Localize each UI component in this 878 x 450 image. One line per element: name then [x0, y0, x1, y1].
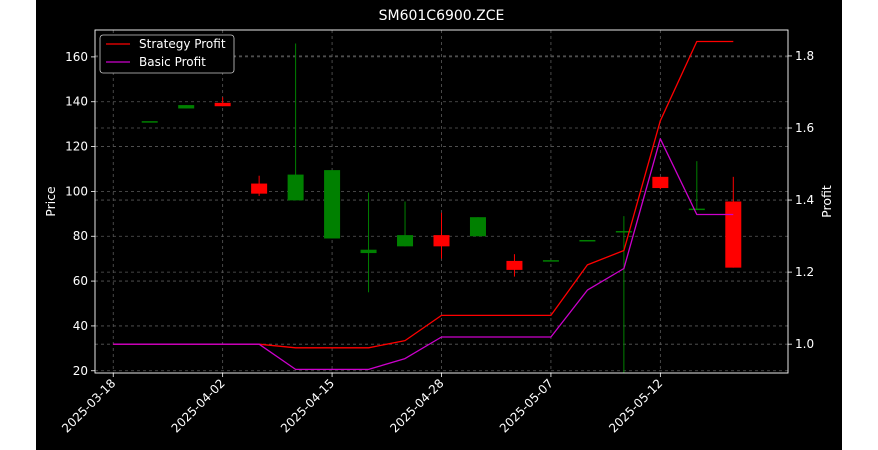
candle-body [141, 121, 158, 123]
legend-strategy-label: Strategy Profit [139, 37, 226, 51]
plot-area [95, 30, 788, 373]
candle-body [542, 260, 559, 262]
left-y-axis-ticks: 20 40 60 80 100 120 140 160 [65, 50, 95, 378]
left-tick-label: 80 [73, 229, 88, 243]
right-y-axis-ticks: 1.0 1.2 1.4 1.6 1.8 [788, 49, 814, 351]
candle-body [360, 249, 377, 254]
right-tick-label: 1.2 [795, 265, 814, 279]
legend-box [99, 34, 235, 74]
chart-title: SM601C6900.ZCE [379, 8, 505, 24]
left-y-axis-label: Price [43, 186, 58, 217]
candle-body [469, 217, 486, 237]
legend-basic-label: Basic Profit [139, 55, 206, 69]
candle-body [287, 174, 304, 201]
left-tick-label: 100 [65, 184, 88, 198]
basic-profit-line [113, 138, 734, 371]
left-tick-label: 160 [65, 50, 88, 64]
candle-body [433, 235, 450, 247]
candle-body [579, 239, 596, 242]
candle-body [324, 170, 341, 239]
right-tick-label: 1.8 [795, 49, 814, 63]
candle-body [397, 235, 414, 247]
right-y-axis-label: Profit [819, 185, 834, 218]
candle-bodies [141, 102, 742, 270]
left-tick-label: 40 [73, 319, 88, 333]
left-tick-label: 20 [73, 364, 88, 378]
right-tick-label: 1.6 [795, 121, 814, 135]
candle-body [506, 260, 523, 270]
candle-body [652, 176, 669, 189]
right-tick-label: 1.0 [795, 337, 814, 351]
left-tick-label: 140 [65, 95, 88, 109]
profit-lines [113, 40, 734, 371]
left-tick-label: 120 [65, 140, 88, 154]
candle-body [178, 105, 195, 109]
candle-body [688, 208, 705, 211]
legend: Strategy Profit Basic Profit [99, 34, 235, 74]
left-tick-label: 60 [73, 274, 88, 288]
candle-body [615, 231, 632, 233]
candle-body [251, 183, 268, 194]
candle-body [214, 102, 231, 107]
candle-body [725, 201, 742, 268]
right-tick-label: 1.4 [795, 193, 814, 207]
